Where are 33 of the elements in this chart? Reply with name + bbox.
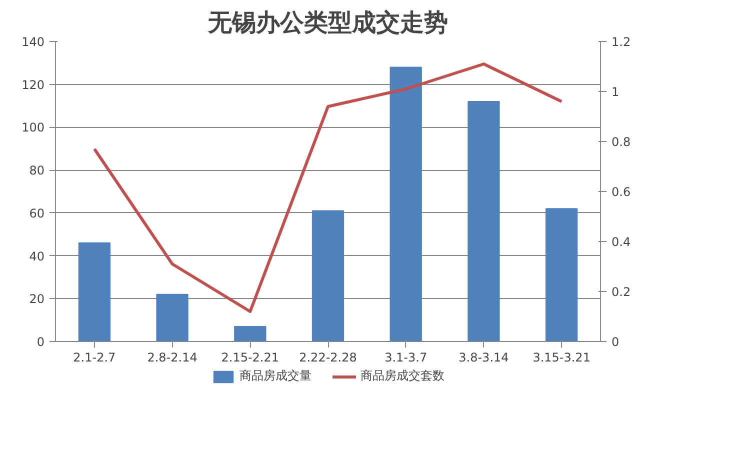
y2-tick-label: 0: [612, 335, 620, 349]
x-tick-label: 2.1-2.7: [73, 350, 116, 364]
y-tick-label: 0: [36, 335, 45, 349]
legend-label: 商品房成交量: [240, 368, 312, 384]
y-tick-label: 140: [22, 35, 44, 49]
x-tick-label: 3.1-3.7: [384, 350, 428, 364]
bar: [468, 101, 500, 342]
bar: [312, 210, 344, 342]
bar: [546, 208, 578, 342]
y2-tick-label: 0.6: [612, 185, 631, 199]
y2-tick-label: 0.4: [612, 235, 631, 249]
y-tick-label: 120: [22, 78, 44, 92]
y-tick-label: 20: [29, 292, 45, 306]
x-tick-label: 2.8-2.14: [147, 350, 198, 364]
bar: [234, 326, 266, 342]
chart-title: 无锡办公类型成交走势: [207, 8, 448, 36]
y-tick-label: 60: [29, 206, 45, 220]
y-tick-label: 40: [29, 249, 45, 264]
x-tick-label: 3.8-3.14: [458, 350, 509, 364]
bar: [78, 242, 110, 342]
x-tick-label: 2.15-2.21: [221, 350, 280, 364]
y-tick-label: 100: [22, 120, 44, 135]
line-series: [92, 62, 564, 313]
y2-tick-label: 0.8: [612, 135, 631, 149]
y2-tick-label: 1: [612, 85, 620, 99]
y2-tick-label: 0.2: [612, 285, 631, 299]
y2-tick-label: 1.2: [612, 35, 631, 49]
y-tick-label: 80: [29, 164, 45, 178]
bar: [156, 294, 188, 342]
bar: [390, 66, 422, 342]
legend-label: 商品房成交套数: [360, 368, 444, 384]
x-tick-label: 2.22-2.28: [299, 350, 357, 364]
x-tick-label: 3.15-3.21: [532, 350, 590, 364]
